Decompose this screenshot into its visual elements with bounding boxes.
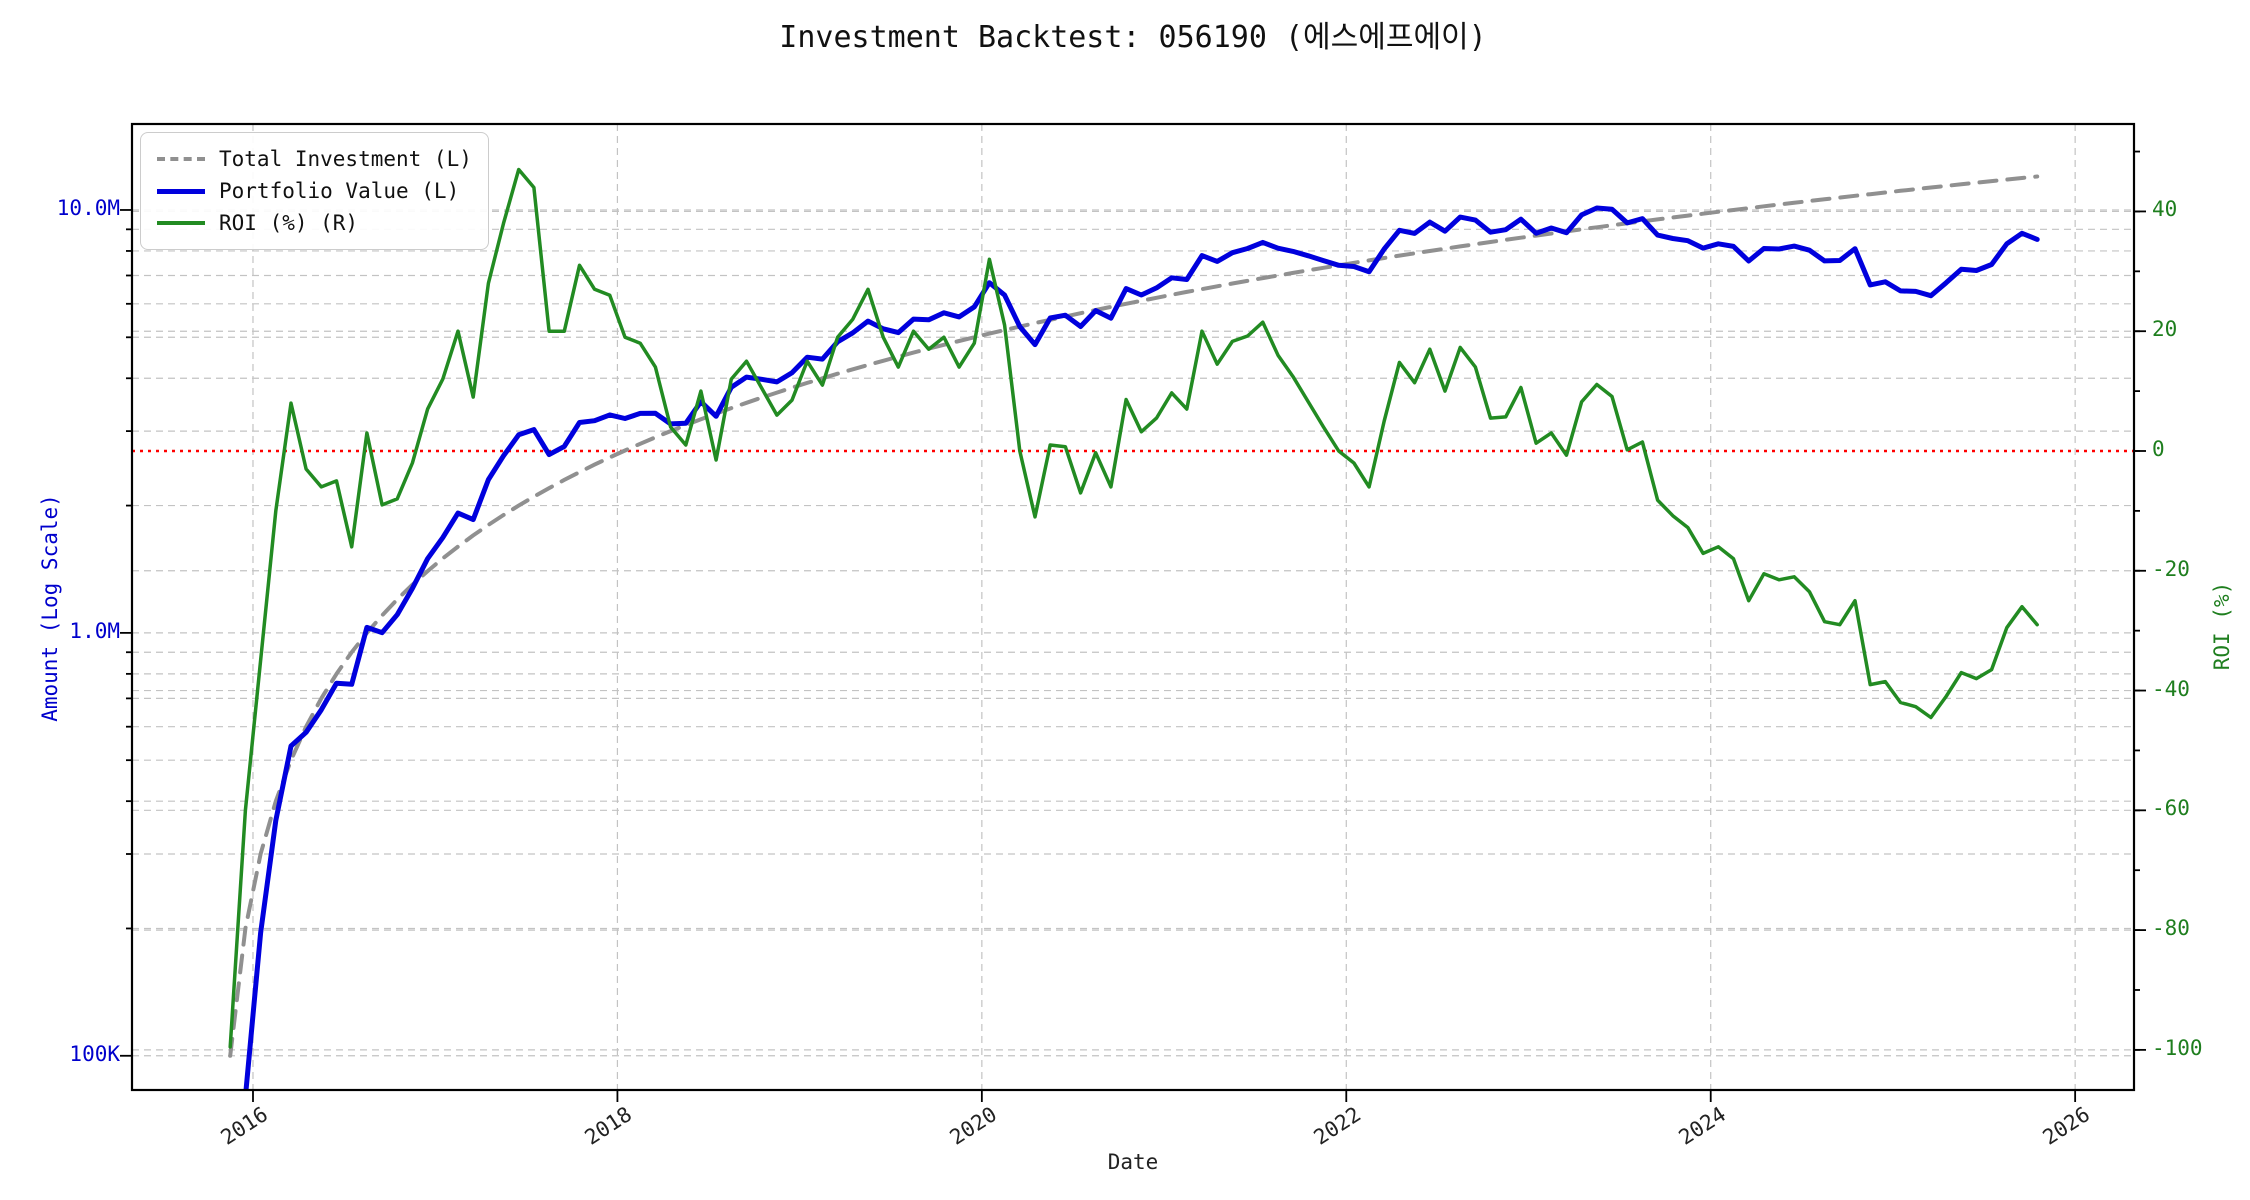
solid-blue-line-swatch bbox=[157, 188, 205, 194]
right-axis-tick-label: -80 bbox=[2152, 916, 2190, 941]
left-axis-tick-label: 100K bbox=[69, 1041, 120, 1066]
series-total-investment-l- bbox=[228, 174, 2040, 1058]
legend-item-portfolio-value: Portfolio Value (L) bbox=[157, 175, 472, 207]
right-axis-tick-label: 40 bbox=[2152, 197, 2178, 222]
gridlines bbox=[132, 124, 2134, 1090]
solid-green-line-swatch bbox=[157, 221, 205, 225]
x-axis-label: Date bbox=[1107, 1150, 1159, 1174]
legend-label: Portfolio Value (L) bbox=[219, 179, 460, 203]
legend-label: ROI (%) (R) bbox=[219, 211, 359, 235]
series-portfolio-value-l- bbox=[243, 205, 2040, 1090]
series-roi-%-r- bbox=[228, 167, 2039, 1049]
right-axis-tick-label: -40 bbox=[2152, 676, 2190, 701]
chart-title: Investment Backtest: 056190 (에스에프에이) bbox=[779, 20, 1487, 55]
axes-spines-and-ticks bbox=[120, 122, 2146, 1102]
right-axis-tick-label: -100 bbox=[2152, 1035, 2203, 1060]
legend-item-roi: ROI (%) (R) bbox=[157, 207, 472, 239]
left-axis-tick-label: 10.0M bbox=[56, 195, 120, 220]
right-axis-tick-label: -60 bbox=[2152, 796, 2190, 821]
right-axis-tick-label: 0 bbox=[2152, 436, 2165, 461]
right-axis-tick-label: -20 bbox=[2152, 556, 2190, 581]
y-axis-label-left: Amount (Log Scale) bbox=[38, 494, 62, 722]
dashed-line-swatch bbox=[157, 157, 205, 161]
legend-item-total-investment: Total Investment (L) bbox=[157, 143, 472, 175]
y-axis-label-right: ROI (%) bbox=[2210, 581, 2234, 671]
legend-label: Total Investment (L) bbox=[219, 147, 472, 171]
left-axis-tick-label: 1.0M bbox=[69, 618, 120, 643]
legend: Total Investment (L) Portfolio Value (L)… bbox=[140, 132, 489, 250]
right-axis-tick-label: 20 bbox=[2152, 317, 2178, 342]
